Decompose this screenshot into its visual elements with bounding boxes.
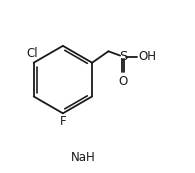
- Text: F: F: [60, 115, 66, 128]
- Text: NaH: NaH: [71, 151, 96, 164]
- Text: S: S: [119, 50, 127, 63]
- Text: O: O: [118, 75, 128, 88]
- Text: Cl: Cl: [26, 47, 38, 60]
- Text: OH: OH: [138, 50, 156, 63]
